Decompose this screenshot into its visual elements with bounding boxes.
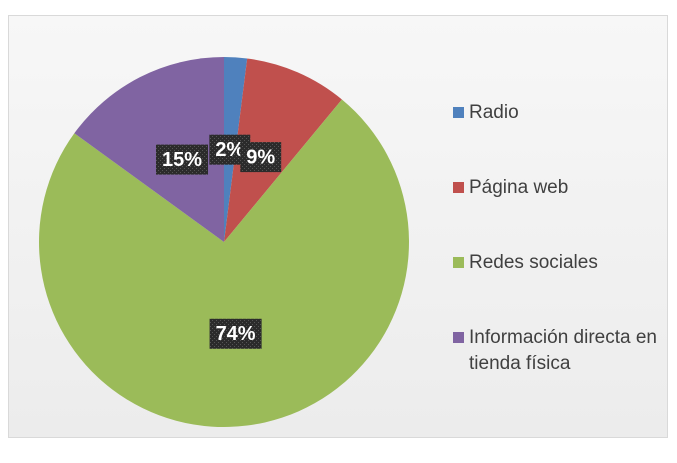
legend-swatch [453,107,464,118]
data-label-box [209,318,262,349]
legend-swatch [453,182,464,193]
legend-entry: Página web [453,175,668,250]
data-label-box [155,144,209,175]
data-label: 9% [240,142,282,173]
legend-swatch [453,332,464,343]
pie-slice [224,58,342,243]
pie-slice [74,57,225,242]
legend-entry: Información directa en tienda física [453,325,668,400]
data-label-text: 9% [246,146,275,168]
legend-label: Radio [469,102,519,123]
data-label: 74% [209,318,262,349]
data-label: 15% [155,144,209,175]
legend-swatch [453,257,464,268]
legend-label: Redes sociales [469,252,598,273]
legend: Radio Página web Redes sociales Información… [453,100,668,400]
legend-entry: Radio [453,100,668,175]
legend-label: Página web [469,177,569,198]
legend-entry: Redes sociales [453,250,668,325]
data-label-text: 2% [215,139,244,161]
pie-slice [39,99,410,427]
data-label-box [240,142,282,173]
data-label-text: 15% [162,149,202,171]
legend-label: Información directa en tienda física [469,327,657,374]
data-label-text: 74% [216,323,256,345]
